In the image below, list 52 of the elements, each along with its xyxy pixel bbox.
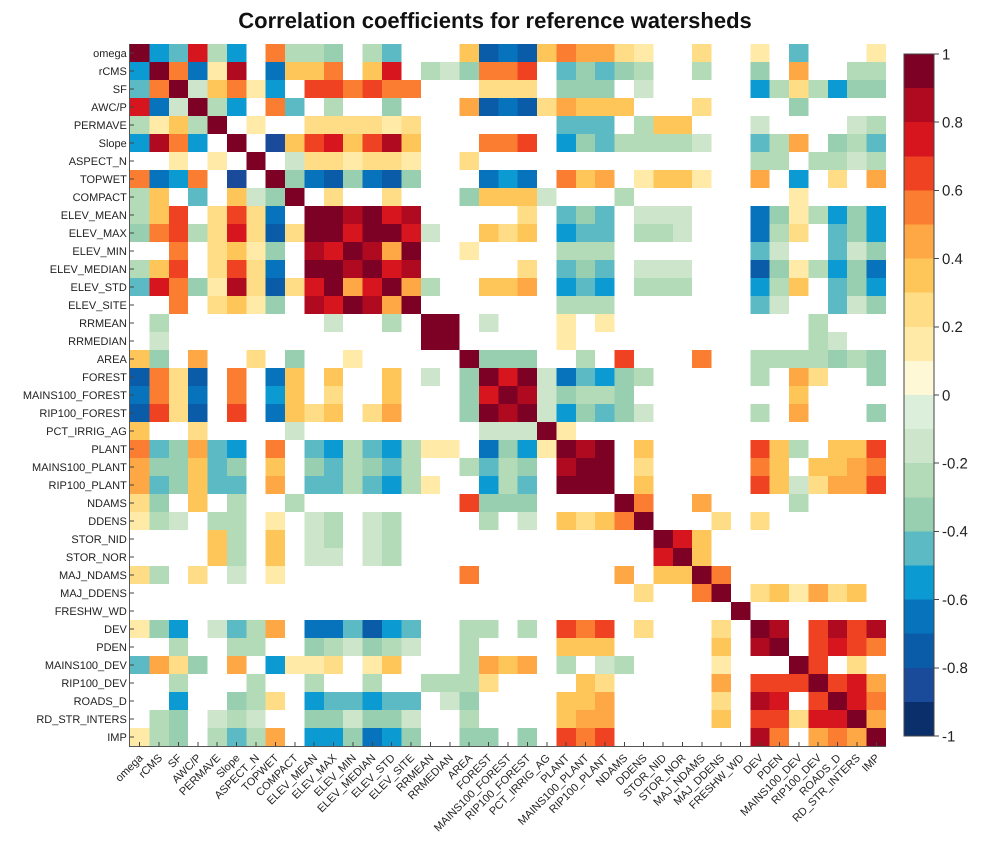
y-tick-label: STOR_NOR <box>66 552 127 564</box>
y-tick-label: AREA <box>96 354 128 366</box>
y-tick-label: ELEV_STD <box>70 282 127 294</box>
chart-title: Correlation coefficients for reference watersheds <box>238 8 752 34</box>
y-tick-label: MAINS100_FOREST <box>22 390 128 402</box>
y-tick-label: COMPACT <box>72 192 128 204</box>
y-tick-label: DEV <box>104 624 128 636</box>
y-tick-label: MAJ_DDENS <box>60 588 127 600</box>
color-bar-label: -0.8 <box>942 660 968 678</box>
y-tick-label: PLANT <box>91 444 128 456</box>
y-tick-label: ELEV_MAX <box>68 228 128 240</box>
y-tick-label: ELEV_MEDIAN <box>50 264 127 276</box>
y-tick-label: ELEV_SITE <box>68 300 127 312</box>
y-tick-label: ROADS_D <box>74 696 127 708</box>
y-tick-label: RRMEDIAN <box>68 336 127 348</box>
color-bar-label: 0.6 <box>942 182 963 200</box>
y-tick-label: FOREST <box>82 372 128 384</box>
y-tick-label: PCT_IRRIG_AG <box>46 426 127 438</box>
y-tick-label: MAINS100_DEV <box>44 660 128 672</box>
color-bar-label: 0.4 <box>942 250 963 268</box>
y-tick-label: AWC/P <box>91 102 127 114</box>
color-bar-label: 0.8 <box>942 114 963 132</box>
y-tick-label: ELEV_MIN <box>72 246 127 258</box>
y-tick-label: MAINS100_PLANT <box>32 462 128 474</box>
y-tick-label: RIP100_FOREST <box>39 408 128 420</box>
y-tick-label: RIP100_PLANT <box>48 480 128 492</box>
color-bar-label: 0 <box>942 387 950 404</box>
y-tick-label: Slope <box>98 138 127 150</box>
color-bar-label: -0.4 <box>942 524 968 541</box>
y-tick-label: rCMS <box>98 66 127 78</box>
color-bar-label: 0.2 <box>942 319 963 336</box>
color-bar-label: 1 <box>942 46 950 64</box>
y-tick-label: NDAMS <box>87 498 127 510</box>
y-tick-label: ASPECT_N <box>68 156 127 168</box>
y-tick-label: ELEV_MEAN <box>60 210 127 222</box>
y-tick-label: SF <box>112 84 128 96</box>
y-tick-label: omega <box>93 48 128 60</box>
y-tick-label: FRESHW_WD <box>54 606 127 618</box>
y-tick-label: STOR_NID <box>71 534 127 546</box>
y-tick-label: PERMAVE <box>74 120 127 132</box>
y-tick-label: IMP <box>107 732 127 744</box>
y-tick-label: RIP100_DEV <box>61 678 128 690</box>
y-tick-label: DDENS <box>88 516 127 528</box>
color-bar-label: -1 <box>942 728 956 746</box>
y-tick-label: MAJ_NDAMS <box>58 570 127 582</box>
y-tick-label: RRMEAN <box>79 318 127 330</box>
y-tick-label: PDEN <box>96 642 127 654</box>
color-bar-label: -0.6 <box>942 592 968 609</box>
x-tick-label: IMP <box>860 752 882 775</box>
y-tick-label: RD_STR_INTERS <box>36 714 127 726</box>
color-bar-label: -0.2 <box>942 455 968 472</box>
y-tick-label: TOPWET <box>80 174 128 186</box>
